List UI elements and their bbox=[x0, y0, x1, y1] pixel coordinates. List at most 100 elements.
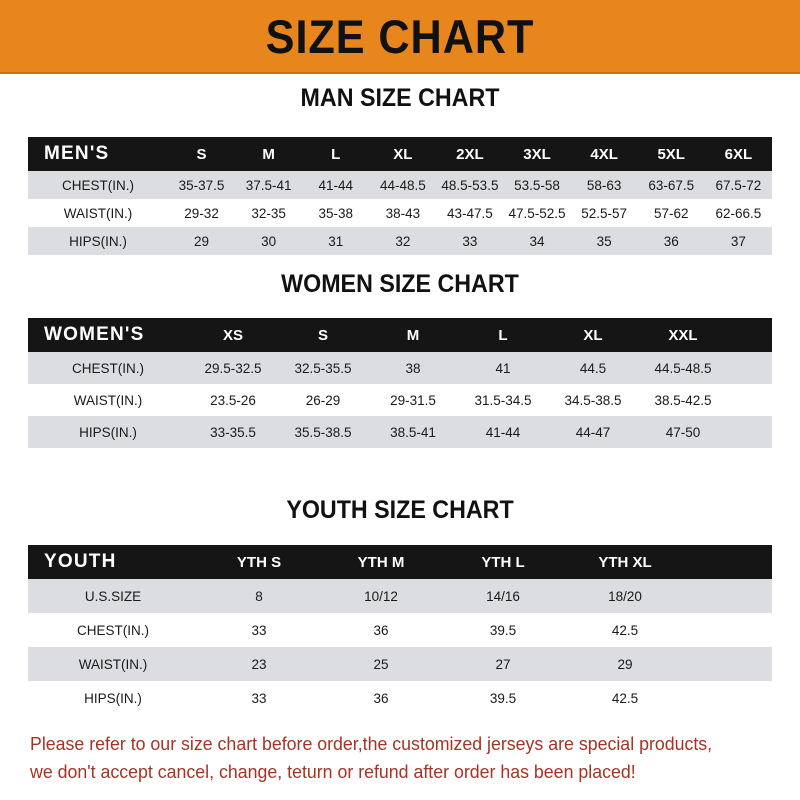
men-cell: 41-44 bbox=[318, 177, 354, 193]
men-cell: 35 bbox=[596, 233, 612, 249]
women-row-label: CHEST(IN.) bbox=[72, 360, 144, 376]
youth-col-header: YTH M bbox=[357, 553, 405, 571]
youth-cell-empty bbox=[686, 579, 772, 613]
men-size-table: MEN'S S M L XL 2XL 3XL 4XL 5XL 6XL CHEST… bbox=[28, 137, 772, 255]
women-cell: 23.5-26 bbox=[210, 392, 256, 408]
youth-cell: 39.5 bbox=[489, 690, 517, 706]
women-cell: 38.5-42.5 bbox=[654, 392, 712, 408]
men-cell: 31 bbox=[328, 233, 344, 249]
women-cell: 44-47 bbox=[575, 424, 611, 440]
youth-cell: 33 bbox=[251, 690, 267, 706]
youth-cell: 39.5 bbox=[489, 622, 517, 638]
youth-cell: 18/20 bbox=[608, 588, 642, 604]
youth-section-title: YOUTH SIZE CHART bbox=[286, 496, 514, 524]
women-cell: 31.5-34.5 bbox=[474, 392, 532, 408]
men-size-table-wrapper: MEN'S S M L XL 2XL 3XL 4XL 5XL 6XL CHEST… bbox=[28, 137, 772, 255]
men-cell: 48.5-53.5 bbox=[441, 177, 499, 193]
men-cell: 29-32 bbox=[184, 205, 219, 221]
men-cell: 43-47.5 bbox=[447, 205, 493, 221]
youth-row-label: CHEST(IN.) bbox=[77, 622, 149, 638]
men-cell: 35-37.5 bbox=[178, 177, 225, 193]
table-row: U.S.SIZE 8 10/12 14/16 18/20 bbox=[28, 579, 772, 613]
women-cell-empty bbox=[728, 384, 772, 416]
table-row: HIPS(IN.) 33-35.5 35.5-38.5 38.5-41 41-4… bbox=[28, 416, 772, 448]
youth-cell-empty bbox=[686, 613, 772, 647]
men-row-label: WAIST(IN.) bbox=[63, 205, 133, 221]
men-row-label: HIPS(IN.) bbox=[69, 233, 127, 249]
men-cell: 38-43 bbox=[385, 205, 421, 221]
footnote: Please refer to our size chart before or… bbox=[30, 730, 742, 786]
youth-row-label: U.S.SIZE bbox=[84, 588, 142, 604]
youth-row-label: WAIST(IN.) bbox=[78, 656, 148, 672]
women-row-label-header: WOMEN'S bbox=[44, 324, 145, 345]
women-col-header: XXL bbox=[668, 326, 698, 344]
footnote-line-1: Please refer to our size chart before or… bbox=[30, 733, 713, 754]
youth-col-header: YTH XL bbox=[598, 553, 652, 571]
table-row: WAIST(IN.) 23.5-26 26-29 29-31.5 31.5-34… bbox=[28, 384, 772, 416]
women-cell: 35.5-38.5 bbox=[294, 424, 352, 440]
table-row: CHEST(IN.) 29.5-32.5 32.5-35.5 38 41 44.… bbox=[28, 352, 772, 384]
women-cell: 38.5-41 bbox=[390, 424, 436, 440]
youth-cell: 10/12 bbox=[364, 588, 398, 604]
men-cell: 57-62 bbox=[653, 205, 689, 221]
table-row: WAIST(IN.) 23 25 27 29 bbox=[28, 647, 772, 681]
men-cell: 32 bbox=[395, 233, 411, 249]
youth-cell: 42.5 bbox=[611, 690, 639, 706]
women-size-table-wrapper: WOMEN'S XS S M L XL XXL CHEST(IN.) 29.5-… bbox=[28, 318, 772, 448]
men-cell: 37.5-41 bbox=[245, 177, 292, 193]
women-cell: 47-50 bbox=[665, 424, 701, 440]
youth-col-header-empty bbox=[686, 545, 772, 579]
page-banner: SIZE CHART bbox=[0, 0, 800, 74]
men-col-header: 5XL bbox=[657, 145, 685, 163]
women-table-header-row: WOMEN'S XS S M L XL XXL bbox=[28, 318, 772, 352]
men-cell: 63-67.5 bbox=[648, 177, 695, 193]
men-cell: 62-66.5 bbox=[715, 205, 762, 221]
women-row-label: WAIST(IN.) bbox=[73, 392, 143, 408]
men-cell: 30 bbox=[261, 233, 277, 249]
youth-cell: 36 bbox=[373, 622, 389, 638]
women-size-table: WOMEN'S XS S M L XL XXL CHEST(IN.) 29.5-… bbox=[28, 318, 772, 448]
women-cell: 33-35.5 bbox=[210, 424, 256, 440]
men-cell: 36 bbox=[663, 233, 679, 249]
youth-cell: 8 bbox=[255, 588, 263, 604]
women-section-title: WOMEN SIZE CHART bbox=[281, 270, 519, 298]
men-cell: 34 bbox=[529, 233, 545, 249]
women-col-header-empty bbox=[728, 318, 772, 352]
men-table-header-row: MEN'S S M L XL 2XL 3XL 4XL 5XL 6XL bbox=[28, 137, 772, 171]
women-cell: 29-31.5 bbox=[390, 392, 436, 408]
men-cell: 67.5-72 bbox=[715, 177, 762, 193]
men-row-label-header: MEN'S bbox=[44, 143, 110, 164]
men-section-title: MAN SIZE CHART bbox=[300, 84, 500, 112]
youth-cell: 33 bbox=[251, 622, 267, 638]
youth-cell: 42.5 bbox=[611, 622, 639, 638]
women-col-header: XL bbox=[583, 326, 603, 344]
page-title: SIZE CHART bbox=[265, 9, 535, 63]
men-col-header: XL bbox=[393, 145, 413, 163]
youth-cell: 23 bbox=[251, 656, 267, 672]
men-cell: 44-48.5 bbox=[379, 177, 426, 193]
women-col-header: M bbox=[406, 326, 420, 344]
youth-cell: 29 bbox=[617, 656, 633, 672]
men-col-header: 3XL bbox=[523, 145, 551, 163]
youth-cell-empty bbox=[686, 647, 772, 681]
women-cell-empty bbox=[728, 352, 772, 384]
table-row: WAIST(IN.) 29-32 32-35 35-38 38-43 43-47… bbox=[28, 199, 772, 227]
women-cell: 38 bbox=[405, 360, 421, 376]
youth-col-header: YTH L bbox=[481, 553, 525, 571]
men-col-header: 4XL bbox=[590, 145, 618, 163]
men-col-header: S bbox=[196, 145, 207, 163]
women-cell: 32.5-35.5 bbox=[294, 360, 352, 376]
youth-col-header: YTH S bbox=[236, 553, 282, 571]
men-cell: 35-38 bbox=[318, 205, 354, 221]
men-col-header: 6XL bbox=[724, 145, 753, 163]
men-cell: 58-63 bbox=[586, 177, 622, 193]
youth-cell: 14/16 bbox=[486, 588, 520, 604]
men-cell: 52.5-57 bbox=[581, 205, 628, 221]
men-col-header: M bbox=[262, 145, 275, 163]
table-row: HIPS(IN.) 33 36 39.5 42.5 bbox=[28, 681, 772, 715]
youth-cell-empty bbox=[686, 681, 772, 715]
women-col-header: L bbox=[498, 326, 508, 344]
youth-row-label: HIPS(IN.) bbox=[84, 690, 142, 706]
table-row: CHEST(IN.) 33 36 39.5 42.5 bbox=[28, 613, 772, 647]
